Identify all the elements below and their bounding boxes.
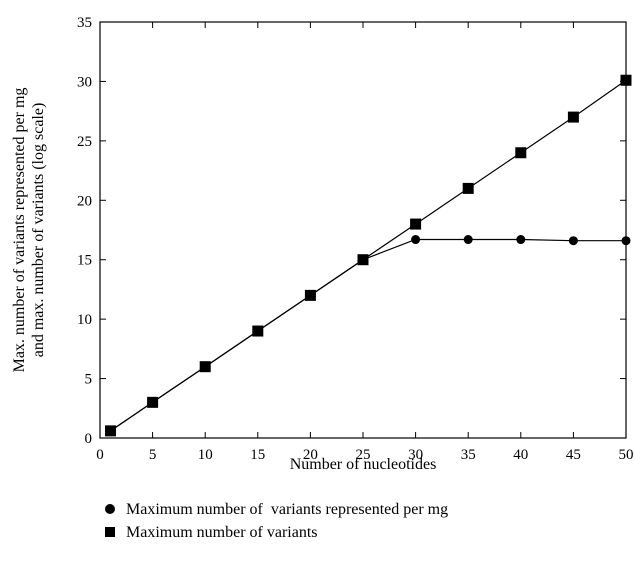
series-2-point [147, 396, 159, 408]
x-axis-title: Number of nucleotides [290, 456, 437, 473]
series-2-point [105, 425, 117, 437]
y-tick-label: 10 [77, 312, 92, 328]
legend-marker-1 [105, 504, 115, 514]
legend-label-2: Maximum number of variants [126, 524, 318, 541]
x-tick-label: 25 [356, 447, 371, 463]
series-2-point [252, 325, 264, 337]
series-1-point [516, 235, 526, 245]
y-tick-label: 25 [77, 134, 92, 150]
x-tick-label: 15 [250, 447, 265, 463]
y-axis-title-line: Max. number of variants represented per … [11, 88, 28, 373]
axes: 0 5 10 15 20 25 30 35 40 45 50 0 5 10 15 20 25 30 35 Number… [11, 15, 634, 473]
series-2-point [620, 74, 632, 86]
series-2-point [567, 111, 579, 123]
x-tick-label: 0 [96, 447, 104, 463]
series-2-point [304, 289, 316, 301]
y-tick-label: 20 [77, 193, 92, 209]
series-1-point [411, 235, 421, 245]
x-tick-label: 5 [149, 447, 157, 463]
series-2-point [357, 254, 369, 266]
x-tick-label: 50 [619, 447, 634, 463]
x-tick-label: 35 [461, 447, 476, 463]
series-2-point [515, 147, 527, 159]
series-2-point [462, 182, 474, 194]
series-1-point [568, 236, 578, 246]
x-tick-label: 10 [198, 447, 213, 463]
x-tick-label: 30 [408, 447, 423, 463]
series-2-point [410, 218, 422, 230]
series-1-point [621, 236, 631, 246]
y-tick-label: 5 [85, 372, 93, 388]
y-axis-title-line: and max. number of variants (log scale) [30, 103, 47, 358]
series-layer [105, 74, 632, 437]
series-2-point [199, 361, 211, 373]
series-line-1 [110, 238, 626, 432]
x-tick-label: 20 [303, 447, 318, 463]
x-tick-label: 45 [566, 447, 581, 463]
series-1-point [463, 235, 473, 245]
legend-label-1: Maximum number of variants represented p… [126, 501, 448, 518]
x-tick-label: 40 [513, 447, 528, 463]
plot-frame [99, 21, 627, 439]
y-tick-label: 0 [85, 431, 93, 447]
y-tick-label: 35 [77, 15, 92, 31]
y-tick-label: 30 [77, 74, 92, 90]
y-tick-label: 15 [77, 253, 92, 269]
legend: Maximum number of variants represented p… [105, 501, 448, 541]
legend-marker-2 [105, 527, 115, 537]
